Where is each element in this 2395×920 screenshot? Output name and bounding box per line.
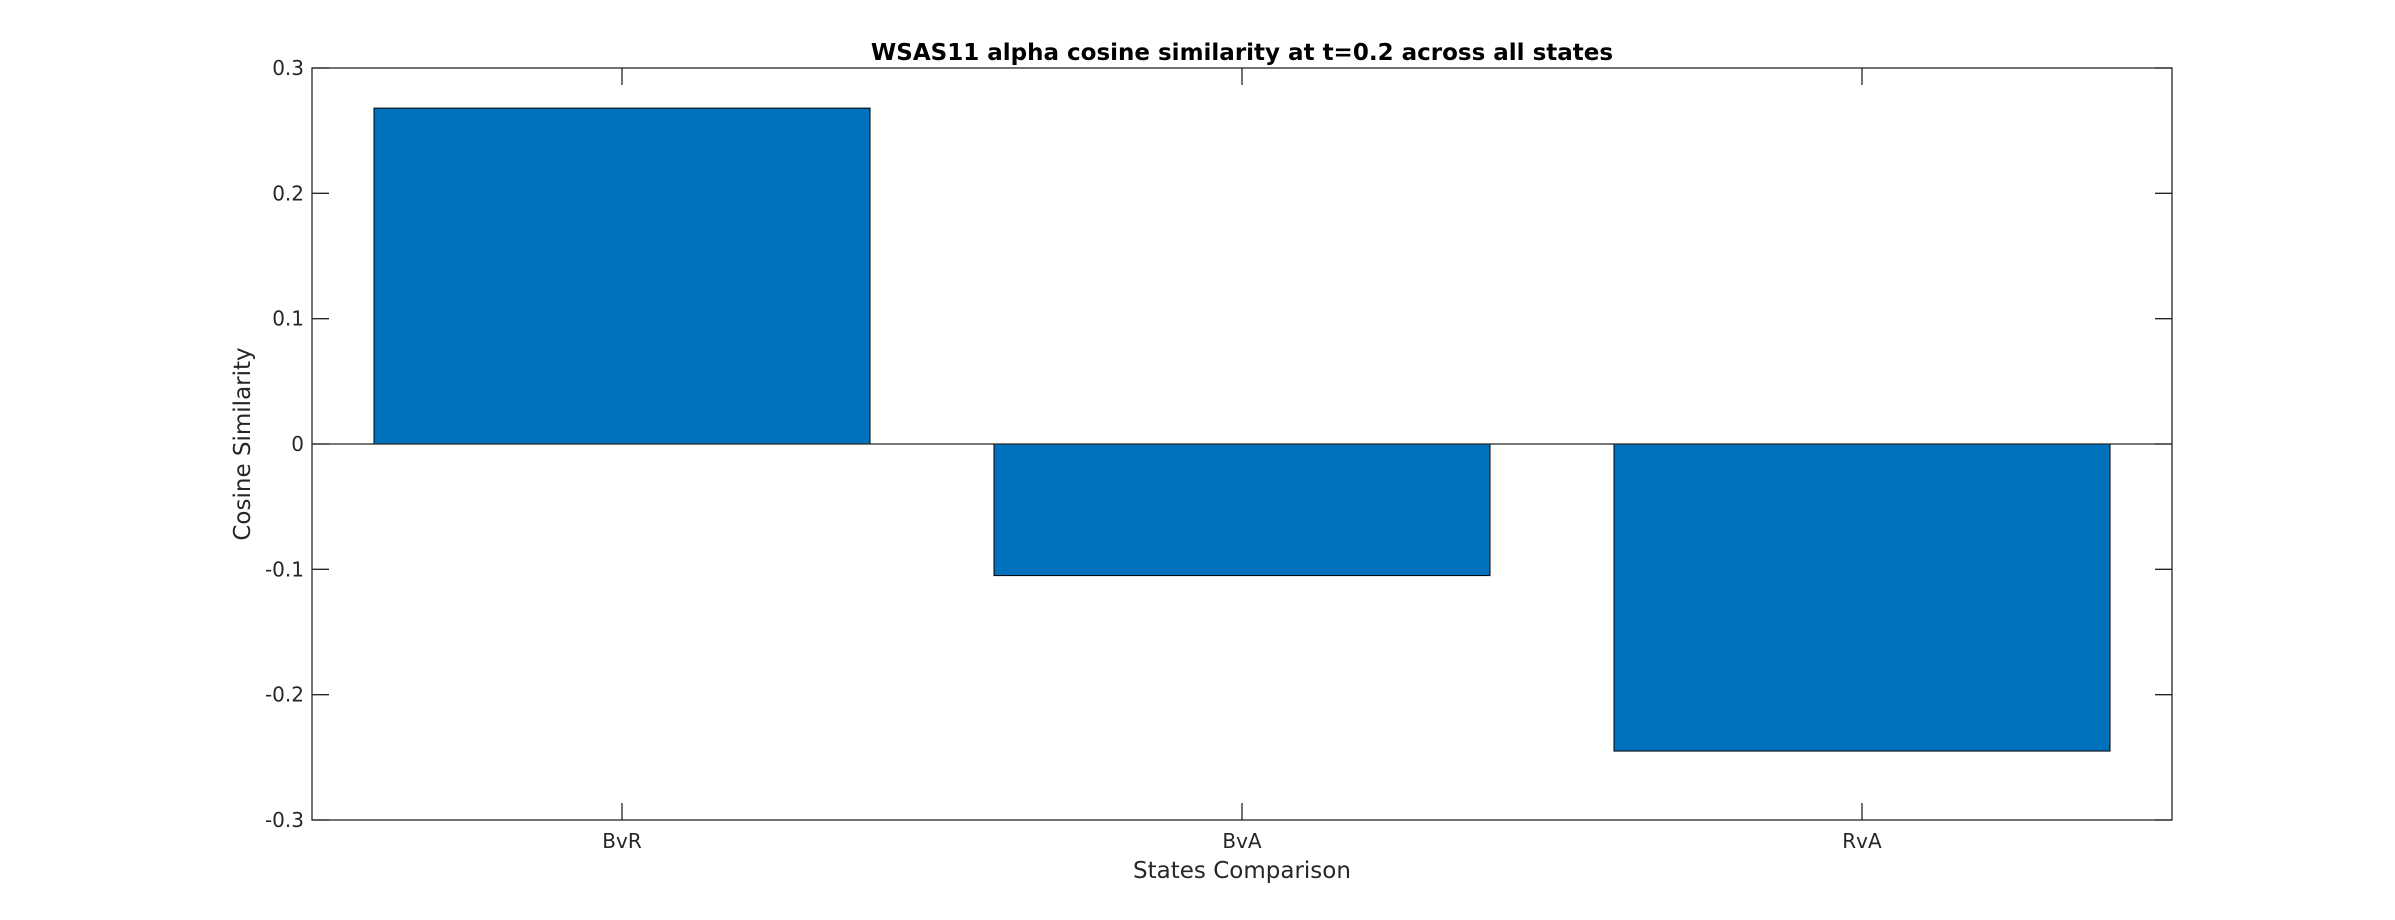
y-axis-label: Cosine Similarity	[230, 347, 256, 540]
x-axis-label: States Comparison	[1133, 858, 1351, 884]
chart-title: WSAS11 alpha cosine similarity at t=0.2 …	[871, 40, 1613, 66]
y-tick-label: 0	[291, 432, 304, 456]
y-tick-label: 0.2	[272, 181, 304, 205]
y-tick-label: -0.1	[265, 557, 304, 581]
bar-bva	[993, 443, 1491, 577]
bars-layer	[373, 107, 2111, 752]
y-tick-label: -0.2	[265, 683, 304, 707]
ticks-layer: -0.3 -0.2 -0.1 0 0.1 0.2 0.3 BvR BvA RvA	[265, 56, 2172, 853]
bar-rva	[1613, 443, 2111, 752]
y-tick-label: 0.3	[272, 56, 304, 80]
y-tick-label: 0.1	[272, 307, 304, 331]
x-tick-label: BvA	[1222, 829, 1262, 853]
x-tick-label: RvA	[1842, 829, 1882, 853]
x-tick-label: BvR	[602, 829, 642, 853]
bar-bvr	[373, 107, 871, 445]
y-tick-label: -0.3	[265, 808, 304, 832]
